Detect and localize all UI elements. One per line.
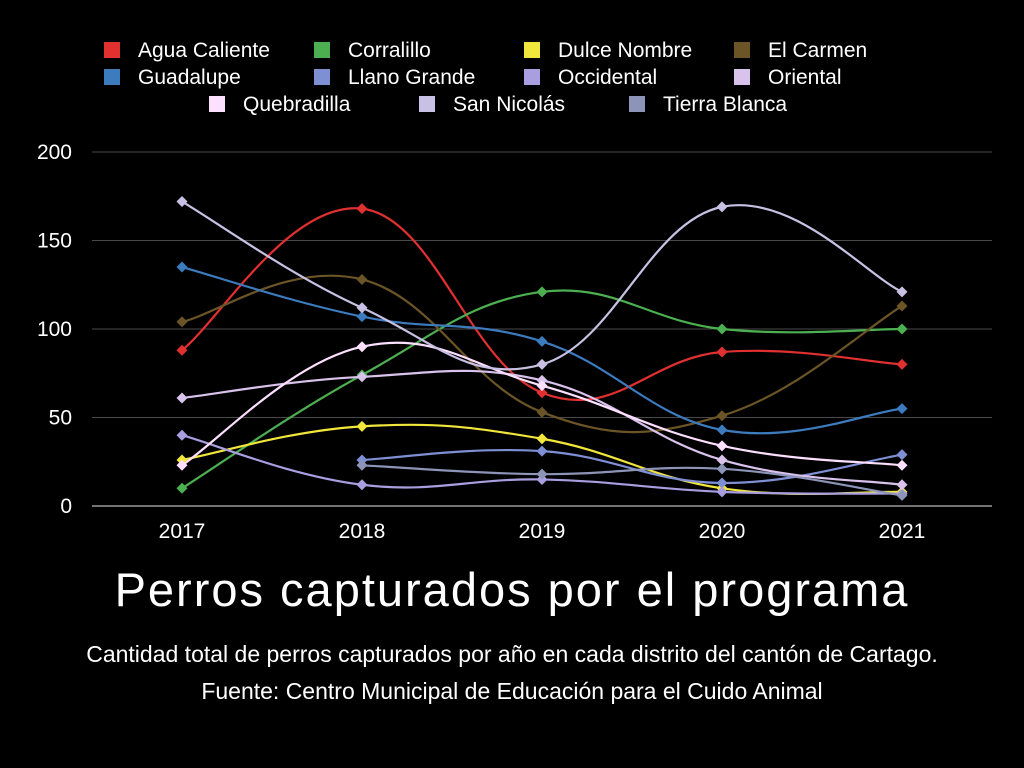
data-point — [176, 459, 188, 471]
data-point — [896, 323, 908, 335]
legend-label: Corralillo — [348, 39, 431, 62]
x-tick-label: 2018 — [339, 520, 386, 543]
legend-label: Tierra Blanca — [663, 93, 787, 116]
y-tick-label: 100 — [37, 318, 72, 341]
series-line — [361, 464, 903, 497]
y-tick-label: 0 — [60, 495, 72, 518]
data-point — [536, 406, 548, 418]
x-tick-label: 2019 — [519, 520, 566, 543]
data-point — [356, 459, 368, 471]
legend-label: Oriental — [768, 66, 842, 89]
data-point — [176, 392, 188, 404]
legend-label: Occidental — [558, 66, 657, 89]
legend-label: Llano Grande — [348, 66, 475, 89]
data-point — [536, 468, 548, 480]
legend-label: Guadalupe — [138, 66, 241, 89]
x-tick-label: 2017 — [159, 520, 206, 543]
legend-label: Dulce Nombre — [558, 39, 692, 62]
data-point — [536, 358, 548, 370]
data-point — [356, 203, 368, 215]
data-point — [896, 489, 908, 501]
legend-swatch — [629, 96, 645, 112]
data-point — [896, 403, 908, 415]
data-point — [176, 196, 188, 208]
legend-label: Agua Caliente — [138, 39, 270, 62]
legend-swatch — [524, 69, 540, 85]
legend-label: El Carmen — [768, 39, 867, 62]
data-point — [536, 286, 548, 298]
data-point — [896, 358, 908, 370]
data-point — [536, 433, 548, 445]
data-point — [536, 445, 548, 457]
legend-swatch — [524, 42, 540, 58]
legend-swatch — [209, 96, 225, 112]
legend-swatch — [104, 42, 120, 58]
x-tick-label: 2021 — [879, 520, 926, 543]
legend: Agua Caliente Corralillo Dulce Nombre El Ca… — [104, 39, 867, 116]
legend-swatch — [419, 96, 435, 112]
data-point — [176, 429, 188, 441]
data-point — [716, 486, 728, 498]
y-tick-label: 50 — [49, 407, 72, 430]
data-point — [716, 440, 728, 452]
data-point — [536, 380, 548, 392]
legend-swatch — [734, 42, 750, 58]
data-point — [716, 424, 728, 436]
data-point — [176, 261, 188, 273]
data-point — [176, 316, 188, 328]
data-point — [896, 449, 908, 461]
data-point — [896, 300, 908, 312]
data-point — [176, 482, 188, 494]
data-point — [356, 420, 368, 432]
line-chart: Agua Caliente Corralillo Dulce Nombre El Ca… — [37, 39, 992, 543]
legend-swatch — [734, 69, 750, 85]
data-point — [536, 387, 548, 399]
legend-label: Quebradilla — [243, 93, 351, 116]
data-point — [716, 454, 728, 466]
data-point — [716, 323, 728, 335]
data-point — [716, 463, 728, 475]
y-axis-ticks: 0 50 100 150 200 — [37, 141, 72, 518]
data-point — [536, 335, 548, 347]
data-point — [716, 201, 728, 213]
series-points — [176, 196, 908, 501]
data-point — [356, 479, 368, 491]
data-point — [896, 286, 908, 298]
data-point — [356, 371, 368, 383]
legend-swatch — [104, 69, 120, 85]
data-point — [896, 479, 908, 491]
data-point — [356, 302, 368, 314]
data-point — [716, 477, 728, 489]
data-point — [176, 344, 188, 356]
data-point — [896, 459, 908, 471]
y-tick-label: 200 — [37, 141, 72, 164]
y-tick-label: 150 — [37, 230, 72, 253]
chart-title: Perros capturados por el programa — [114, 563, 910, 616]
legend-swatch — [314, 42, 330, 58]
chart-subtitle: Cantidad total de perros capturados por … — [86, 641, 938, 704]
data-point — [356, 311, 368, 323]
series-line — [361, 448, 903, 485]
x-axis-ticks: 2017 2018 2019 2020 2021 — [159, 520, 926, 543]
x-tick-label: 2020 — [699, 520, 746, 543]
series-line — [181, 207, 903, 402]
data-point — [356, 273, 368, 285]
data-point — [716, 410, 728, 422]
legend-label: San Nicolás — [453, 93, 565, 116]
data-point — [716, 346, 728, 358]
data-point — [356, 341, 368, 353]
legend-swatch — [314, 69, 330, 85]
